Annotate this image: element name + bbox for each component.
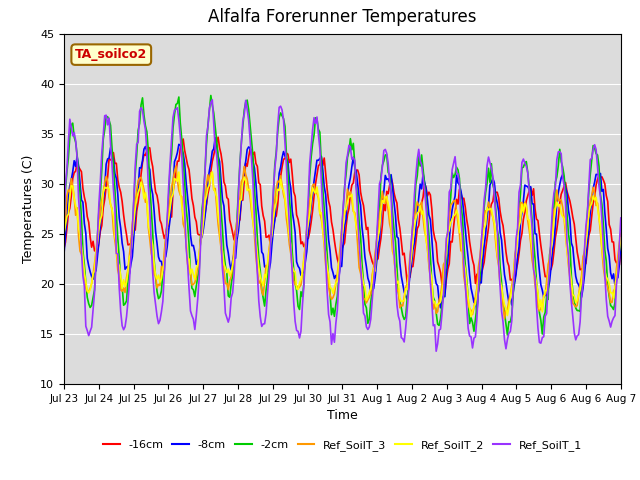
-2cm bbox=[458, 213, 466, 219]
Ref_SoilT_1 bbox=[79, 273, 87, 279]
Ref_SoilT_2 bbox=[97, 217, 104, 223]
Ref_SoilT_3 bbox=[60, 227, 68, 232]
-16cm bbox=[79, 185, 87, 191]
Line: Ref_SoilT_3: Ref_SoilT_3 bbox=[64, 166, 621, 319]
-16cm bbox=[97, 228, 104, 234]
-8cm bbox=[473, 310, 481, 315]
Ref_SoilT_2 bbox=[60, 231, 68, 237]
Title: Alfalfa Forerunner Temperatures: Alfalfa Forerunner Temperatures bbox=[208, 9, 477, 26]
Ref_SoilT_2 bbox=[79, 253, 87, 259]
-2cm bbox=[504, 332, 511, 338]
-8cm bbox=[97, 222, 104, 228]
-8cm bbox=[543, 293, 550, 299]
Ref_SoilT_1 bbox=[433, 348, 440, 354]
-8cm bbox=[348, 164, 356, 169]
Line: Ref_SoilT_1: Ref_SoilT_1 bbox=[64, 100, 621, 351]
Ref_SoilT_3 bbox=[616, 240, 623, 246]
Legend: -16cm, -8cm, -2cm, Ref_SoilT_3, Ref_SoilT_2, Ref_SoilT_1: -16cm, -8cm, -2cm, Ref_SoilT_3, Ref_Soil… bbox=[99, 436, 586, 456]
-2cm bbox=[79, 248, 87, 253]
-2cm bbox=[616, 247, 623, 253]
-2cm bbox=[543, 294, 550, 300]
Ref_SoilT_1 bbox=[60, 224, 68, 229]
Ref_SoilT_3 bbox=[97, 204, 104, 210]
Ref_SoilT_3 bbox=[458, 246, 466, 252]
Text: TA_soilco2: TA_soilco2 bbox=[75, 48, 147, 61]
Ref_SoilT_2 bbox=[209, 169, 216, 175]
Ref_SoilT_2 bbox=[458, 249, 466, 254]
-8cm bbox=[79, 199, 87, 205]
-2cm bbox=[348, 147, 356, 153]
Ref_SoilT_1 bbox=[209, 97, 216, 103]
Line: -8cm: -8cm bbox=[64, 138, 621, 312]
Y-axis label: Temperatures (C): Temperatures (C) bbox=[22, 155, 35, 263]
-16cm bbox=[543, 274, 550, 279]
Ref_SoilT_3 bbox=[79, 258, 87, 264]
Ref_SoilT_3 bbox=[500, 316, 508, 322]
-16cm bbox=[60, 245, 68, 251]
-16cm bbox=[214, 134, 222, 140]
Ref_SoilT_1 bbox=[348, 156, 356, 162]
Ref_SoilT_2 bbox=[348, 192, 356, 197]
Ref_SoilT_3 bbox=[543, 278, 550, 284]
-2cm bbox=[97, 191, 104, 197]
Line: -2cm: -2cm bbox=[64, 96, 621, 335]
Ref_SoilT_1 bbox=[460, 262, 468, 267]
-2cm bbox=[60, 224, 68, 230]
Ref_SoilT_3 bbox=[172, 163, 180, 169]
-16cm bbox=[460, 195, 468, 201]
-8cm bbox=[458, 196, 466, 202]
Ref_SoilT_2 bbox=[617, 235, 625, 241]
Ref_SoilT_2 bbox=[543, 288, 550, 293]
Ref_SoilT_1 bbox=[616, 243, 623, 249]
Line: Ref_SoilT_2: Ref_SoilT_2 bbox=[64, 172, 621, 317]
Ref_SoilT_1 bbox=[97, 178, 104, 184]
-2cm bbox=[207, 93, 214, 98]
-16cm bbox=[617, 250, 625, 255]
Ref_SoilT_1 bbox=[617, 215, 625, 221]
-8cm bbox=[211, 135, 219, 141]
X-axis label: Time: Time bbox=[327, 409, 358, 422]
Ref_SoilT_2 bbox=[467, 314, 475, 320]
Ref_SoilT_3 bbox=[617, 230, 625, 236]
Ref_SoilT_1 bbox=[543, 311, 550, 316]
Ref_SoilT_3 bbox=[348, 198, 356, 204]
-2cm bbox=[617, 232, 625, 238]
-16cm bbox=[616, 262, 623, 268]
-16cm bbox=[441, 290, 449, 296]
Line: -16cm: -16cm bbox=[64, 137, 621, 293]
-16cm bbox=[348, 182, 356, 188]
-8cm bbox=[60, 251, 68, 257]
-8cm bbox=[617, 241, 625, 247]
-8cm bbox=[616, 262, 623, 267]
Ref_SoilT_2 bbox=[616, 247, 623, 253]
